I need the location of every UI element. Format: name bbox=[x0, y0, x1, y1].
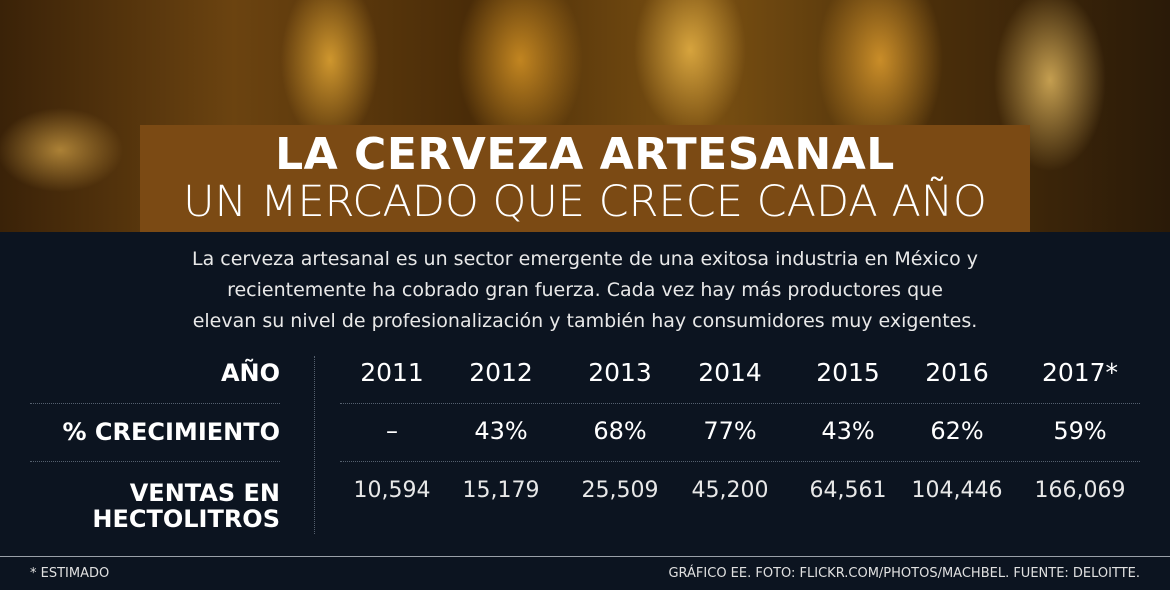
cell: 45,200 bbox=[691, 478, 769, 503]
column-separator bbox=[314, 356, 315, 534]
cell: 2017* bbox=[1041, 358, 1119, 387]
row-label: % CRECIMIENTO bbox=[62, 418, 281, 446]
footer-line bbox=[0, 556, 1170, 557]
cell: 2015 bbox=[816, 358, 880, 387]
cell: 43% bbox=[821, 417, 875, 445]
intro-line: La cerveza artesanal es un sector emerge… bbox=[191, 248, 979, 270]
cell: 2012 bbox=[469, 358, 533, 387]
subtitle: UN MERCADO QUE CRECE CADA AÑO bbox=[183, 177, 987, 227]
cell: 77% bbox=[703, 417, 757, 445]
intro-line: recientemente ha cobrado gran fuerza. Ca… bbox=[227, 279, 943, 301]
row-separator bbox=[340, 403, 1140, 404]
credits: GRÁFICO EE. FOTO: FLICKR.COM/PHOTOS/MACH… bbox=[668, 566, 1140, 581]
cell: 2014 bbox=[698, 358, 762, 387]
cell: 2016 bbox=[925, 358, 989, 387]
cell: 62% bbox=[930, 417, 984, 445]
row-separator bbox=[30, 403, 280, 404]
cell: 10,594 bbox=[353, 478, 431, 503]
cell: 43% bbox=[474, 417, 528, 445]
row-separator bbox=[340, 461, 1140, 462]
title: LA CERVEZA ARTESANAL bbox=[275, 129, 895, 180]
cell: 64,561 bbox=[809, 478, 887, 503]
cell: 15,179 bbox=[462, 478, 540, 503]
row-label: AÑO bbox=[220, 359, 280, 387]
intro-line: elevan su nivel de profesionalización y … bbox=[192, 310, 978, 332]
cell: 2011 bbox=[360, 358, 424, 387]
cell: 25,509 bbox=[581, 478, 659, 503]
footnote: * ESTIMADO bbox=[30, 566, 110, 581]
intro: La cerveza artesanal es un sector emerge… bbox=[60, 244, 1110, 337]
cell: 2013 bbox=[588, 358, 652, 387]
cell: 104,446 bbox=[911, 478, 1003, 503]
cell: 166,069 bbox=[1034, 478, 1126, 503]
title-banner: LA CERVEZA ARTESANAL UN MERCADO QUE CREC… bbox=[140, 125, 1030, 232]
cell: – bbox=[386, 417, 398, 445]
row-separator bbox=[30, 461, 280, 462]
row-label: VENTAS EN HECTOLITROS bbox=[92, 479, 280, 533]
cell: 59% bbox=[1053, 417, 1107, 445]
cell: 68% bbox=[593, 417, 647, 445]
